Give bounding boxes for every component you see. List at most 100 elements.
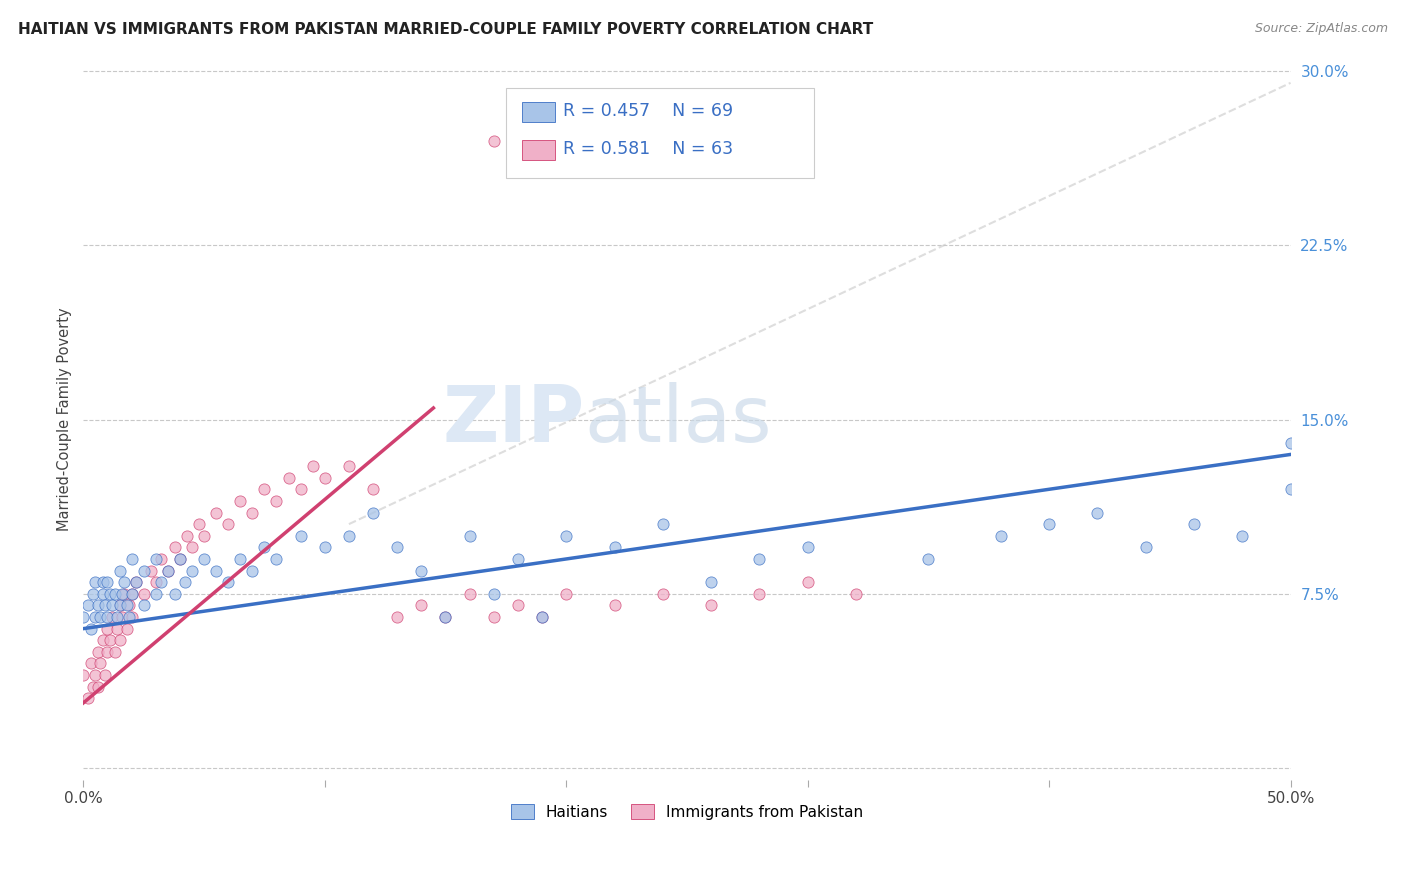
Point <box>112 575 135 590</box>
Point <box>79 622 101 636</box>
Point <box>96 610 118 624</box>
Point <box>173 575 195 590</box>
Point <box>266 494 288 508</box>
Point <box>121 587 143 601</box>
Point <box>181 564 204 578</box>
Point <box>89 657 111 671</box>
Point <box>458 587 481 601</box>
Point <box>290 483 312 497</box>
Point <box>651 587 673 601</box>
Point <box>301 458 323 473</box>
Point <box>111 610 134 624</box>
Point <box>1232 529 1254 543</box>
Point <box>77 599 100 613</box>
Point <box>79 657 101 671</box>
Point <box>651 517 673 532</box>
Point <box>603 599 626 613</box>
Point <box>108 599 131 613</box>
Point <box>132 587 155 601</box>
Point <box>96 622 118 636</box>
Point <box>482 134 505 148</box>
Point <box>266 552 288 566</box>
Point <box>314 541 336 555</box>
Point <box>111 587 134 601</box>
Point <box>105 610 128 624</box>
Point <box>118 599 141 613</box>
Text: HAITIAN VS IMMIGRANTS FROM PAKISTAN MARRIED-COUPLE FAMILY POVERTY CORRELATION CH: HAITIAN VS IMMIGRANTS FROM PAKISTAN MARR… <box>18 22 873 37</box>
Y-axis label: Married-Couple Family Poverty: Married-Couple Family Poverty <box>58 308 72 532</box>
Point <box>82 680 104 694</box>
Point <box>482 610 505 624</box>
Point <box>555 587 578 601</box>
Point <box>87 645 110 659</box>
Point <box>121 587 143 601</box>
Point <box>169 552 191 566</box>
Point <box>434 610 457 624</box>
Point <box>139 564 162 578</box>
Point <box>163 587 186 601</box>
Point <box>458 529 481 543</box>
Point <box>101 610 124 624</box>
Point <box>193 529 215 543</box>
Point <box>1135 541 1157 555</box>
Point <box>531 610 554 624</box>
Point <box>145 575 167 590</box>
Point <box>188 517 211 532</box>
FancyBboxPatch shape <box>506 88 814 178</box>
Point <box>603 541 626 555</box>
Point <box>82 587 104 601</box>
Point <box>156 564 179 578</box>
Point <box>361 506 384 520</box>
Point <box>96 575 118 590</box>
Point <box>845 587 868 601</box>
Bar <box>522 102 555 122</box>
Point <box>84 610 107 624</box>
Point <box>125 575 148 590</box>
Point <box>411 564 433 578</box>
Point <box>1279 483 1302 497</box>
Point <box>240 564 263 578</box>
Point <box>105 622 128 636</box>
Point <box>1279 435 1302 450</box>
Point <box>796 575 818 590</box>
Point <box>87 599 110 613</box>
Point <box>205 506 228 520</box>
Point <box>89 610 111 624</box>
Point <box>108 599 131 613</box>
Point <box>277 471 299 485</box>
Point <box>108 633 131 648</box>
Point <box>101 599 124 613</box>
Point <box>98 633 121 648</box>
Point <box>337 458 360 473</box>
Point <box>91 633 114 648</box>
Point <box>115 599 138 613</box>
Point <box>72 668 94 682</box>
Point <box>181 541 204 555</box>
Point <box>121 552 143 566</box>
Point <box>229 494 252 508</box>
Point <box>193 552 215 566</box>
Text: R = 0.581    N = 63: R = 0.581 N = 63 <box>562 140 733 158</box>
Bar <box>522 140 555 161</box>
Point <box>314 471 336 485</box>
Point <box>84 668 107 682</box>
Point <box>385 541 408 555</box>
Point <box>145 587 167 601</box>
Point <box>700 599 723 613</box>
Point <box>118 610 141 624</box>
Point <box>104 587 127 601</box>
Point <box>700 575 723 590</box>
Point <box>205 564 228 578</box>
Point <box>87 680 110 694</box>
Point <box>506 599 529 613</box>
Point <box>77 691 100 706</box>
Point <box>917 552 939 566</box>
Point <box>1087 506 1109 520</box>
Point <box>94 668 117 682</box>
Point <box>506 552 529 566</box>
Point <box>91 587 114 601</box>
Text: ZIP: ZIP <box>441 382 585 458</box>
Point <box>84 575 107 590</box>
Point <box>748 552 770 566</box>
Point <box>72 610 94 624</box>
